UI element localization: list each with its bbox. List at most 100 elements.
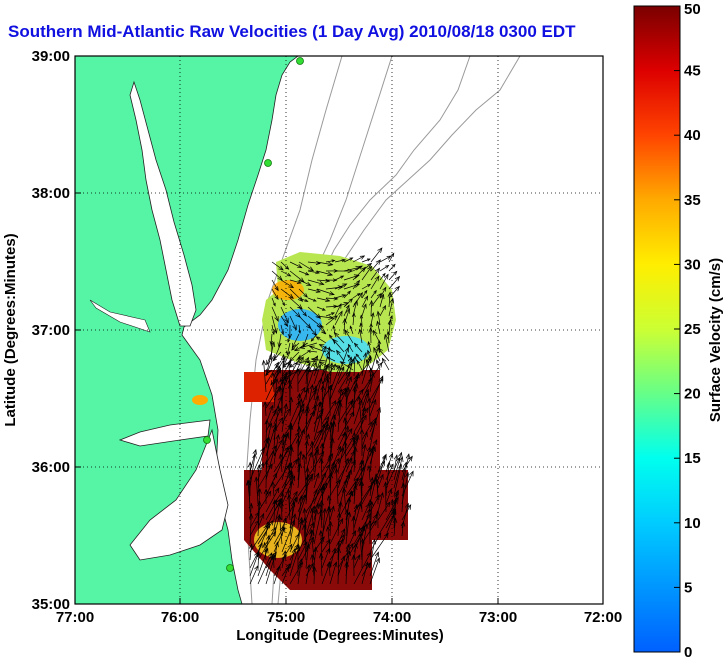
velocity-arrow xyxy=(313,415,330,449)
velocity-arrow xyxy=(345,425,350,441)
velocity-arrow xyxy=(361,523,369,553)
x-tick-label: 72:00 xyxy=(584,609,622,626)
velocity-arrow xyxy=(277,514,283,545)
velocity-arrow xyxy=(318,344,336,353)
velocity-arrow xyxy=(361,283,372,290)
velocity-arrow xyxy=(291,333,300,349)
velocity-arrow xyxy=(264,459,269,489)
velocity-arrow xyxy=(313,546,318,569)
velocity-arrow xyxy=(337,472,351,497)
velocity-arrow xyxy=(321,400,337,425)
velocity-arrow xyxy=(357,526,363,561)
velocity-arrow xyxy=(270,372,276,393)
radar-stations xyxy=(203,57,304,572)
velocity-arrow xyxy=(387,318,393,335)
velocity-arrow xyxy=(361,508,371,537)
velocity-arrow xyxy=(280,379,285,417)
velocity-arrow xyxy=(316,288,335,296)
velocity-arrow xyxy=(358,480,364,513)
velocity-arrow xyxy=(265,554,276,585)
velocity-arrow xyxy=(313,377,323,409)
velocity-arrow xyxy=(327,454,332,489)
velocity-arrow xyxy=(249,452,257,489)
velocity-arrow xyxy=(388,297,395,317)
velocity-arrow xyxy=(313,345,327,377)
velocity-arrow xyxy=(289,297,303,310)
velocity-arrow xyxy=(257,500,262,537)
velocity-arrow xyxy=(336,512,342,537)
velocity-arrow xyxy=(393,451,403,481)
velocity-arrow xyxy=(249,448,257,473)
velocity-arrow xyxy=(361,443,367,465)
velocity-arrow xyxy=(298,297,309,302)
velocity-arrow xyxy=(321,457,340,489)
velocity-arrow xyxy=(257,488,262,521)
velocity-arrow xyxy=(297,495,304,529)
velocity-arrow xyxy=(281,519,296,553)
x-tick-label: 77:00 xyxy=(56,609,94,626)
velocity-arrow xyxy=(256,464,262,497)
velocity-arrow xyxy=(367,519,373,545)
velocity-arrow xyxy=(286,342,291,356)
velocity-arrow xyxy=(305,451,313,473)
velocity-arrow xyxy=(361,258,371,263)
colorbar-tick-label: 10 xyxy=(684,515,701,532)
velocity-arrow xyxy=(271,288,279,301)
colorbar-tick-label: 45 xyxy=(684,63,701,80)
velocity-arrow xyxy=(353,551,372,585)
colorbar xyxy=(633,5,681,653)
station-marker xyxy=(203,436,211,444)
x-tick-label: 75:00 xyxy=(267,609,305,626)
velocity-arrow xyxy=(351,312,356,326)
colorbar-tick-label: 50 xyxy=(684,1,701,18)
velocity-arrow xyxy=(265,472,278,497)
velocity-arrow xyxy=(337,446,345,473)
velocity-arrow xyxy=(369,445,375,473)
velocity-arrow xyxy=(263,488,269,505)
velocity-arrow xyxy=(298,261,315,272)
velocity-arrow xyxy=(313,449,320,481)
x-tick-label: 73:00 xyxy=(479,609,517,626)
velocity-arrow xyxy=(329,538,345,561)
velocity-arrow xyxy=(271,324,275,336)
velocity-arrow xyxy=(375,510,381,529)
velocity-arrow xyxy=(357,395,363,433)
velocity-arrow xyxy=(329,437,335,465)
velocity-arrow xyxy=(329,365,345,401)
velocity-arrow xyxy=(247,461,253,497)
velocity-arrow xyxy=(370,247,383,263)
velocity-arrow xyxy=(271,279,279,292)
velocity-arrow xyxy=(249,542,263,577)
velocity-arrow xyxy=(369,375,384,409)
velocity-arrow xyxy=(325,315,338,326)
velocity-arrow xyxy=(316,261,334,267)
colorbar-tick-label: 20 xyxy=(684,386,701,403)
velocity-arrow xyxy=(345,356,353,377)
velocity-arrow xyxy=(375,478,380,505)
velocity-arrow xyxy=(342,431,348,449)
velocity-arrow xyxy=(369,513,378,529)
velocity-arrow xyxy=(359,314,364,326)
velocity-arrow xyxy=(351,554,357,577)
velocity-arrow xyxy=(356,359,363,371)
velocity-arrow xyxy=(387,291,393,308)
velocity-arrow xyxy=(337,346,349,377)
velocity-arrow xyxy=(321,547,330,569)
velocity-arrow xyxy=(307,270,321,275)
velocity-arrow xyxy=(361,265,373,281)
velocity-arrow xyxy=(280,491,285,513)
velocity-arrow xyxy=(393,498,398,529)
velocity-arrow xyxy=(289,458,298,473)
velocity-arrow xyxy=(385,508,397,537)
velocity-arrow xyxy=(337,528,346,545)
velocity-arrow xyxy=(345,530,356,553)
velocity-arrow xyxy=(263,401,268,417)
colorbar-tick-label: 40 xyxy=(684,127,701,144)
velocity-arrow xyxy=(337,370,351,393)
velocity-arrow xyxy=(313,408,324,425)
velocity-arrow xyxy=(347,343,354,353)
velocity-arrow xyxy=(366,397,372,425)
velocity-arrow xyxy=(343,304,350,317)
velocity-arrow xyxy=(368,327,373,344)
velocity-arrow xyxy=(385,457,400,489)
